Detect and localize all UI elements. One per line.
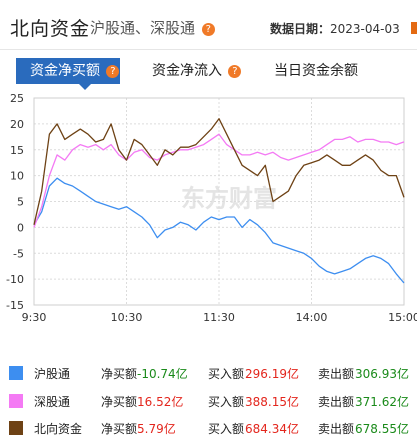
net-buy-label: 净买额 [101,422,138,436]
sell-value: 306.93亿 [355,367,409,381]
x-tick-label: 14:00 [296,311,328,324]
more-icon[interactable] [411,22,417,34]
legend-swatch [9,421,23,435]
help-icon[interactable]: ? [106,65,120,78]
net-buy-value: -10.74亿 [137,367,188,381]
sell-value: 371.62亿 [355,395,409,409]
tab-net-inflow-label: 资金净流入 [152,63,222,79]
help-icon[interactable]: ? [228,65,242,78]
net-buy-value: 16.52亿 [137,395,184,409]
net-buy-label: 净买额 [101,395,138,409]
legend-swatch [9,394,23,408]
sell-label: 卖出额 [318,367,355,381]
plot-frame [33,97,405,306]
buy-value: 296.19亿 [245,367,299,381]
legend-row-northbound: 北向资金 净买额 5.79亿 买入额 684.34亿 卖出额 678.55亿 [0,417,417,438]
tab-net-inflow[interactable]: 资金净流入 ? [152,58,242,84]
date-value: 2023-04-03 [330,22,400,36]
buy-value: 684.34亿 [245,422,299,436]
series-line-shanghai [33,177,405,284]
link-separator: 、 [135,19,151,37]
tab-active-arrow-icon [79,84,91,90]
legend-row-shenzhen: 深股通 净买额 16.52亿 买入额 388.15亿 卖出额 371.62亿 [0,390,417,412]
y-tick-label: -5 [13,247,24,260]
net-buy-value: 5.79亿 [137,422,176,436]
chart-area: 东方财富 25 20 15 10 5 0 -5 -10 -15 9:30 10:30 11:30 14:0… [0,90,417,340]
series-line-shenzhen [33,133,405,228]
tab-net-buy[interactable]: 资金净买额 ? [16,58,120,90]
net-buy-label: 净买额 [101,367,138,381]
legend-row-shanghai: 沪股通 净买额 -10.74亿 买入额 296.19亿 卖出额 306.93亿 [0,362,417,384]
y-tick-label: 10 [10,170,24,183]
tab-net-buy-label: 资金净买额 [30,63,100,79]
buy-label: 买入额 [208,395,245,409]
buy-value: 388.15亿 [245,395,299,409]
x-tick-label: 10:30 [111,311,143,324]
header: 北向资金 沪股通、深股通 ? 数据日期：2023-04-03 [0,0,417,50]
sell-value: 678.55亿 [355,422,409,436]
legend-swatch [9,366,23,380]
y-tick-label: 20 [10,118,24,131]
watermark-text: 东方财富 [181,185,277,213]
tab-daily-balance[interactable]: 当日资金余额 [274,58,358,84]
tab-bar: 资金净买额 ? 资金净流入 ? 当日资金余额 [0,58,417,90]
sell-label: 卖出额 [318,422,355,436]
y-tick-label: 5 [17,196,24,209]
x-tick-label: 15:00 [388,311,417,324]
x-tick-label: 11:30 [203,311,235,324]
x-tick-label: 9:30 [22,311,47,324]
buy-label: 买入额 [208,422,245,436]
data-date: 数据日期：2023-04-03 [270,20,400,37]
buy-label: 买入额 [208,367,245,381]
legend-name: 深股通 [34,395,71,409]
y-tick-label: -10 [6,273,24,286]
sub-links: 沪股通、深股通 ? [90,17,215,38]
legend-name: 沪股通 [34,367,71,381]
link-shenzhen-connect[interactable]: 深股通 [150,19,196,37]
y-tick-label: -15 [6,299,24,312]
date-label: 数据日期： [270,22,331,36]
series-line-northbound [33,118,405,225]
y-tick-label: 25 [10,92,24,105]
legend-name: 北向资金 [34,422,83,436]
line-chart[interactable]: 东方财富 25 20 15 10 5 0 -5 -10 -159:30 10:30 11:30 14:0… [0,90,417,340]
page-title: 北向资金 [10,18,91,40]
link-shanghai-connect[interactable]: 沪股通 [90,19,136,37]
tab-daily-balance-label: 当日资金余额 [274,63,358,79]
help-icon[interactable]: ? [201,23,215,36]
y-tick-label: 15 [10,144,24,157]
sell-label: 卖出额 [318,395,355,409]
y-tick-label: 0 [17,221,24,234]
